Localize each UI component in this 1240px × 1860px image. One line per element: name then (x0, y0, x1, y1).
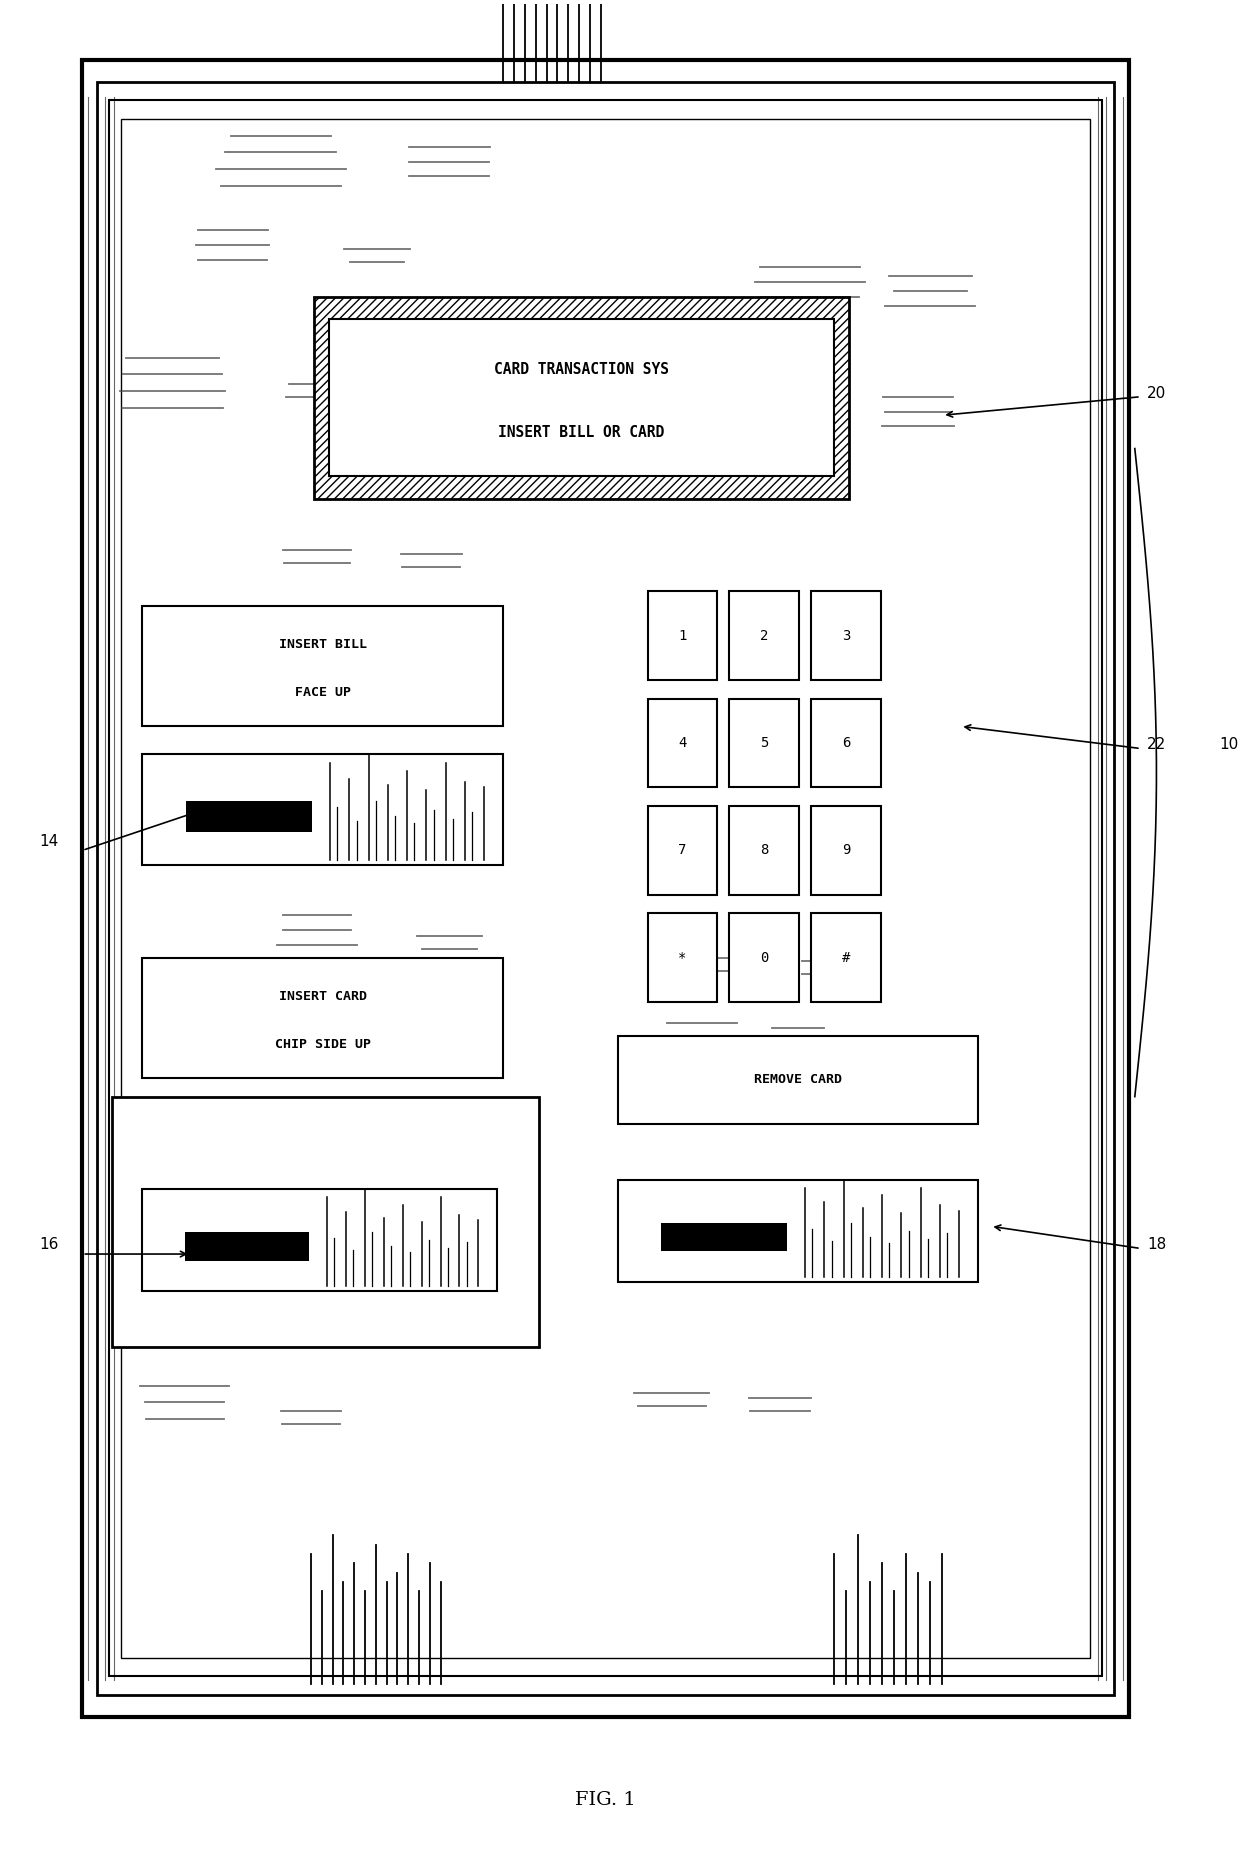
Bar (618, 1036, 978, 1125)
Text: INSERT BILL OR CARD: INSERT BILL OR CARD (498, 424, 665, 439)
Bar (811, 913, 880, 1003)
Text: INSERT BILL: INSERT BILL (279, 638, 367, 651)
Bar (811, 805, 880, 895)
Bar (729, 805, 800, 895)
Text: 8: 8 (760, 843, 769, 857)
Text: 16: 16 (38, 1237, 58, 1252)
Bar (729, 913, 800, 1003)
Bar (647, 805, 718, 895)
Text: 4: 4 (678, 737, 687, 750)
Text: 22: 22 (1147, 737, 1166, 751)
Bar (315, 298, 848, 498)
Bar (143, 1189, 497, 1291)
Bar (647, 913, 718, 1003)
Text: 10: 10 (1219, 737, 1239, 751)
Bar (97, 82, 1115, 1694)
Bar (143, 606, 503, 725)
Text: #: # (842, 950, 851, 965)
Text: FIG. 1: FIG. 1 (575, 1791, 636, 1810)
Text: 2: 2 (760, 629, 769, 642)
Text: 14: 14 (38, 833, 58, 848)
Text: 1: 1 (678, 629, 687, 642)
Text: 3: 3 (842, 629, 851, 642)
Text: CHIP SIDE UP: CHIP SIDE UP (275, 1038, 371, 1051)
Text: 9: 9 (842, 843, 851, 857)
Bar (109, 100, 1102, 1676)
Bar (729, 699, 800, 787)
Text: 20: 20 (1147, 385, 1166, 400)
Bar (661, 1222, 787, 1252)
Bar (811, 699, 880, 787)
Bar (185, 1231, 309, 1261)
Text: FACE UP: FACE UP (295, 686, 351, 699)
Bar (811, 591, 880, 681)
Text: 5: 5 (760, 737, 769, 750)
Bar (729, 591, 800, 681)
Bar (143, 753, 503, 865)
Text: INSERT CARD: INSERT CARD (279, 990, 367, 1003)
Bar (143, 958, 503, 1079)
Bar (82, 60, 1128, 1717)
Text: 6: 6 (842, 737, 851, 750)
Bar (113, 1097, 539, 1347)
Bar (186, 802, 312, 831)
Bar (618, 1179, 978, 1282)
Text: 18: 18 (1147, 1237, 1166, 1252)
Bar (647, 591, 718, 681)
Text: 7: 7 (678, 843, 687, 857)
Bar (329, 318, 835, 476)
Bar (120, 119, 1090, 1657)
Bar (647, 699, 718, 787)
Text: CARD TRANSACTION SYS: CARD TRANSACTION SYS (494, 363, 670, 378)
Text: REMOVE CARD: REMOVE CARD (754, 1073, 842, 1086)
Text: 0: 0 (760, 950, 769, 965)
Text: *: * (678, 950, 687, 965)
